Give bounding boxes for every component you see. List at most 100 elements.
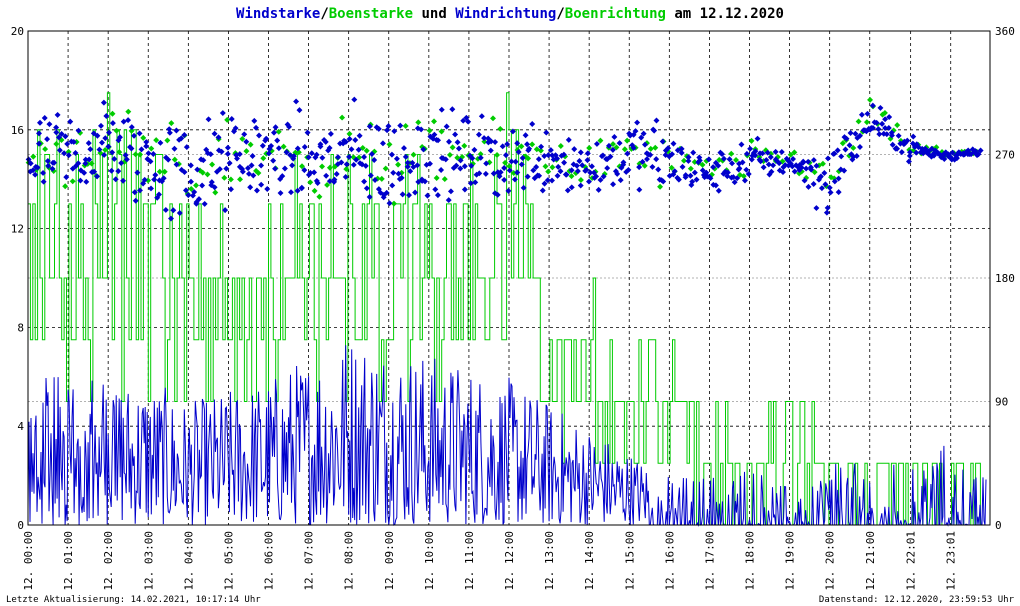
windrichtung-point bbox=[752, 148, 759, 155]
windrichtung-point bbox=[835, 189, 842, 196]
windrichtung-point bbox=[454, 139, 461, 146]
windrichtung-point bbox=[563, 171, 570, 178]
windrichtung-point bbox=[501, 165, 508, 171]
windstarke-line bbox=[27, 345, 987, 527]
windrichtung-point bbox=[53, 124, 60, 131]
windrichtung-point bbox=[58, 130, 65, 137]
title-boenstarke: Boenstarke bbox=[329, 6, 413, 22]
boenrichtung-point bbox=[461, 142, 468, 149]
windrichtung-point bbox=[420, 146, 427, 153]
windrichtung-point bbox=[483, 160, 490, 167]
right-tick-label: 0 bbox=[995, 519, 1002, 532]
x-tick-label: 12. 13:00 bbox=[543, 531, 556, 591]
boenrichtung-point bbox=[446, 151, 453, 158]
windrichtung-point bbox=[178, 135, 185, 142]
windrichtung-point bbox=[469, 155, 476, 162]
title-date: am 12.12.2020 bbox=[666, 6, 784, 22]
windrichtung-point bbox=[304, 129, 311, 136]
windrichtung-point bbox=[776, 160, 783, 167]
chart-title: Windstarke/Boenstarke und Windrichtung/B… bbox=[236, 6, 784, 22]
windrichtung-point bbox=[685, 157, 692, 164]
windrichtung-point bbox=[366, 194, 373, 200]
windrichtung-point bbox=[263, 135, 270, 142]
x-tick-label: 12. 05:00 bbox=[222, 531, 235, 591]
windrichtung-point bbox=[352, 137, 359, 143]
windrichtung-point bbox=[138, 146, 145, 153]
windrichtung-point bbox=[505, 187, 512, 194]
windrichtung-point bbox=[200, 157, 207, 164]
windrichtung-point bbox=[445, 197, 452, 204]
windrichtung-point bbox=[873, 119, 880, 126]
windrichtung-point bbox=[81, 169, 88, 176]
windrichtung-point bbox=[431, 131, 438, 138]
windrichtung-point bbox=[87, 146, 94, 153]
windrichtung-point bbox=[248, 162, 255, 169]
windrichtung-point bbox=[399, 191, 406, 198]
windrichtung-point bbox=[264, 186, 271, 192]
windrichtung-point bbox=[715, 187, 722, 194]
windrichtung-point bbox=[611, 133, 618, 140]
x-tick-label: 12. 18:00 bbox=[744, 531, 757, 591]
boenrichtung-point bbox=[168, 120, 175, 127]
windrichtung-point bbox=[395, 170, 402, 177]
windrichtung-point bbox=[188, 178, 194, 185]
windrichtung-point bbox=[301, 143, 308, 150]
windrichtung-point bbox=[122, 152, 129, 159]
x-tick-label: 12. 07:00 bbox=[303, 531, 316, 591]
boenrichtung-point bbox=[221, 174, 228, 181]
windrichtung-point bbox=[778, 148, 785, 155]
right-tick-label: 360 bbox=[995, 25, 1015, 38]
windrichtung-point bbox=[100, 99, 107, 106]
windrichtung-point bbox=[636, 186, 643, 193]
boenrichtung-point bbox=[791, 149, 798, 156]
windrichtung-point bbox=[211, 184, 218, 191]
windrichtung-point bbox=[335, 154, 341, 161]
windrichtung-point bbox=[561, 159, 568, 166]
windrichtung-point bbox=[125, 117, 132, 124]
windrichtung-point bbox=[856, 144, 863, 150]
x-tick-label: 12. 14:00 bbox=[583, 531, 596, 591]
windrichtung-point bbox=[467, 180, 474, 187]
boenrichtung-point bbox=[53, 140, 60, 147]
boenrichtung-point bbox=[525, 155, 532, 162]
windrichtung-point bbox=[617, 177, 624, 184]
boenrichtung-point bbox=[237, 176, 244, 183]
windrichtung-point bbox=[51, 159, 58, 166]
windrichtung-point bbox=[391, 128, 398, 135]
windrichtung-point bbox=[414, 162, 421, 169]
windrichtung-point bbox=[538, 143, 545, 150]
windrichtung-point bbox=[409, 159, 416, 166]
boenrichtung-point bbox=[426, 127, 433, 134]
windrichtung-point bbox=[37, 119, 43, 126]
windrichtung-point bbox=[173, 127, 180, 134]
windrichtung-point bbox=[351, 96, 358, 103]
left-tick-label: 12 bbox=[11, 223, 24, 236]
windrichtung-point bbox=[111, 155, 118, 162]
windrichtung-point bbox=[218, 148, 225, 155]
boenrichtung-point bbox=[339, 114, 346, 121]
windrichtung-point bbox=[565, 136, 572, 143]
windrichtung-point bbox=[584, 150, 591, 157]
windrichtung-point bbox=[827, 189, 834, 196]
windrichtung-point bbox=[402, 153, 409, 160]
windrichtung-point bbox=[301, 167, 308, 174]
windrichtung-point bbox=[319, 154, 326, 161]
x-tick-label: 12. 17:00 bbox=[703, 531, 716, 591]
windrichtung-point bbox=[323, 172, 330, 179]
windrichtung-point bbox=[294, 145, 301, 152]
title-und: und bbox=[413, 6, 455, 22]
windrichtung-point bbox=[588, 163, 595, 170]
windrichtung-point bbox=[541, 153, 548, 159]
windrichtung-point bbox=[616, 140, 623, 147]
x-tick-label: 12. 09:00 bbox=[383, 531, 396, 591]
windrichtung-point bbox=[265, 150, 272, 157]
x-axis-ticks: 12. 00:00 12. 01:00 12. 02:00 12. 03:00 12. … bbox=[22, 531, 958, 591]
windrichtung-point bbox=[693, 176, 700, 183]
boenrichtung-point bbox=[88, 160, 95, 167]
boenrichtung-point bbox=[65, 148, 72, 155]
windrichtung-point bbox=[272, 124, 279, 131]
windrichtung-point bbox=[253, 124, 260, 131]
windrichtung-point bbox=[182, 187, 189, 194]
boenrichtung-point bbox=[62, 183, 69, 190]
windrichtung-point bbox=[317, 141, 324, 148]
